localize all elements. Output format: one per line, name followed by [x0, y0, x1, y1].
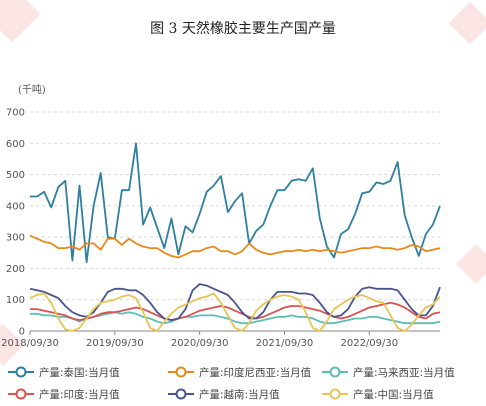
legend-label: 产量:印度:当月值 [39, 388, 120, 401]
series-line-2 [30, 311, 441, 325]
x-tick-label: 2018/09/30 [1, 338, 59, 349]
y-tick-label: 600 [6, 139, 25, 150]
x-tick-label: 2020/09/30 [171, 338, 229, 349]
y-axis-unit-label: (千吨) [18, 83, 46, 96]
series-line-3 [30, 301, 441, 322]
y-tick-label: 200 [6, 264, 25, 275]
legend-label: 产量:泰国:当月值 [39, 366, 120, 379]
y-tick-label: 700 [6, 108, 25, 119]
series-line-1 [29, 234, 441, 259]
legend-label: 产量:印度尼西亚:当月值 [199, 366, 312, 379]
legend-swatch-marker [175, 366, 187, 378]
legend-label: 产量:马来西亚:当月值 [353, 366, 455, 379]
series-line-5 [29, 292, 441, 332]
legend-label: 产量:中国:当月值 [353, 388, 434, 401]
y-tick-label: 500 [6, 170, 25, 181]
y-tick-label: 100 [6, 295, 25, 306]
series-line-0 [30, 142, 441, 264]
legend-swatch-marker [329, 366, 341, 378]
figure-caption: 图 3 天然橡胶主要生产国产量 [150, 21, 336, 37]
legend-swatch-marker [175, 388, 187, 400]
legend-swatch-marker [15, 366, 27, 378]
y-tick-label: 300 [6, 233, 25, 244]
legend-label: 产量:越南:当月值 [199, 388, 280, 401]
y-tick-label: 400 [6, 201, 25, 212]
x-tick-label: 2021/09/30 [256, 338, 314, 349]
legend-swatch-marker [329, 388, 341, 400]
x-tick-label: 2019/09/30 [86, 338, 144, 349]
y-tick-label: 0 [19, 327, 25, 338]
x-tick-label: 2022/09/30 [340, 338, 398, 349]
legend-swatch-marker [15, 388, 27, 400]
